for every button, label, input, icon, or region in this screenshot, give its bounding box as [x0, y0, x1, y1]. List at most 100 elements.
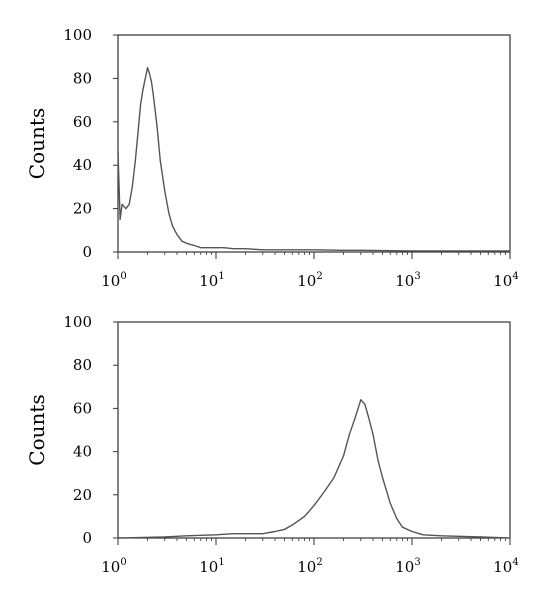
histogram-point	[389, 502, 391, 504]
histogram-point	[348, 433, 350, 435]
x-tick-label: 103	[395, 271, 420, 290]
x-tick-exponent: 4	[512, 557, 518, 568]
histogram-point	[193, 244, 195, 247]
histogram-point	[381, 476, 384, 479]
y-tick-label: 20	[73, 200, 92, 218]
x-tick-base: 10	[101, 558, 120, 576]
y-tick-label: 100	[63, 26, 92, 44]
y-axis-label: Counts	[25, 108, 49, 179]
histogram-point	[283, 249, 286, 251]
histogram-point	[440, 535, 443, 537]
x-tick-exponent: 2	[316, 557, 322, 568]
y-tick-label: 80	[73, 356, 92, 374]
x-tick-label: 102	[297, 557, 322, 576]
histogram-point	[152, 95, 154, 97]
x-tick-base: 10	[493, 272, 512, 290]
histogram-point	[176, 234, 178, 236]
histogram-point	[117, 537, 119, 539]
histogram-point	[164, 536, 166, 538]
histogram-point	[223, 247, 225, 249]
x-tick-exponent: 1	[218, 557, 224, 568]
y-tick-label: 40	[73, 156, 92, 174]
histogram-point	[215, 534, 217, 536]
histogram-point	[333, 476, 335, 479]
histogram-point	[146, 67, 149, 69]
y-tick-label: 0	[82, 529, 92, 547]
histogram-point	[401, 526, 404, 528]
histogram-point	[360, 249, 362, 251]
histogram-point	[137, 132, 139, 134]
histogram-trace	[117, 66, 510, 252]
histogram-point	[156, 125, 158, 127]
y-tick-label: 100	[63, 313, 92, 331]
histogram-point	[117, 151, 119, 153]
histogram-point	[142, 88, 144, 90]
histogram-point	[125, 208, 127, 210]
histogram-point	[342, 455, 345, 457]
histogram-point	[303, 515, 306, 518]
histogram-point	[509, 537, 511, 539]
histogram-point	[205, 247, 208, 249]
histogram-point	[164, 190, 166, 192]
histogram-point	[168, 212, 170, 214]
histogram-point	[411, 250, 413, 252]
y-tick-label: 60	[73, 113, 92, 131]
histogram-point	[121, 203, 123, 205]
x-tick-base: 10	[297, 558, 316, 576]
histogram-point	[185, 242, 188, 244]
histogram-point	[134, 160, 136, 162]
x-tick-base: 10	[297, 272, 316, 290]
histogram-point	[149, 73, 151, 75]
x-tick-base: 10	[101, 272, 120, 290]
y-tick-label: 80	[73, 69, 92, 87]
x-tick-label: 102	[297, 271, 322, 290]
x-tick-exponent: 0	[120, 271, 126, 282]
plot-frame	[117, 34, 511, 253]
histogram-point	[215, 247, 217, 249]
histogram-point	[479, 536, 482, 538]
histogram-point	[509, 250, 511, 252]
histogram-point	[159, 160, 161, 162]
histogram-point	[232, 248, 234, 250]
histogram-trace	[117, 399, 511, 539]
histogram-point	[342, 249, 345, 251]
histogram-point	[200, 247, 202, 249]
x-tick-base: 10	[395, 558, 414, 576]
x-tick-exponent: 3	[414, 557, 420, 568]
histogram-point	[313, 505, 315, 507]
x-tick-exponent: 2	[316, 271, 322, 282]
histogram-point	[411, 530, 413, 533]
histogram-point	[291, 524, 293, 526]
histogram-point	[171, 225, 174, 227]
histogram-point	[151, 82, 153, 84]
x-tick-exponent: 0	[120, 557, 126, 568]
y-tick-label: 20	[73, 486, 92, 504]
x-tick-base: 10	[493, 558, 512, 576]
histogram-point	[181, 240, 183, 242]
histogram-point	[354, 418, 356, 420]
x-tick-exponent: 3	[414, 271, 420, 282]
histogram-point	[283, 528, 286, 531]
histogram-point	[232, 533, 234, 535]
x-tick-base: 10	[199, 272, 218, 290]
histogram-point	[377, 459, 379, 461]
histogram-point	[313, 249, 315, 251]
histogram-point	[262, 249, 264, 251]
histogram-point	[244, 533, 247, 535]
y-tick-label: 40	[73, 443, 92, 461]
x-tick-exponent: 4	[512, 271, 518, 282]
histogram-point	[128, 203, 130, 205]
x-tick-label: 104	[493, 557, 518, 576]
x-tick-base: 10	[199, 558, 218, 576]
histogram-point	[367, 416, 370, 418]
histogram-point	[274, 530, 276, 533]
histogram-point	[119, 218, 121, 220]
histogram-point	[360, 399, 362, 401]
y-tick-label: 60	[73, 399, 92, 417]
y-tick-label: 0	[82, 243, 92, 261]
x-tick-exponent: 1	[218, 271, 224, 282]
x-tick-base: 10	[395, 272, 414, 290]
